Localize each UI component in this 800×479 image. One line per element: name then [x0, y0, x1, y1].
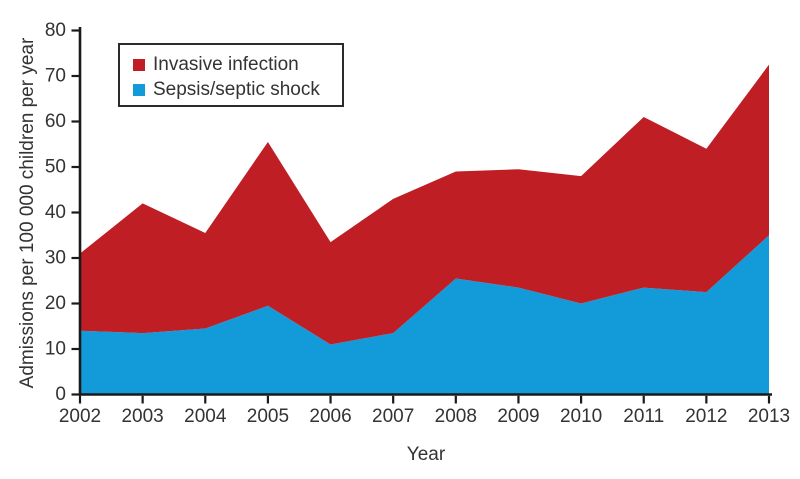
- y-axis-title: Admissions per 100 000 children per year: [17, 37, 38, 389]
- invasive-swatch-icon: [133, 58, 145, 71]
- y-tick-label: 60: [45, 111, 66, 132]
- x-axis-title: Year: [406, 444, 446, 465]
- legend-label-sepsis: Sepsis/septic shock: [153, 78, 320, 100]
- x-tick-label: 2007: [372, 406, 414, 427]
- x-tick-label: 2008: [435, 406, 477, 427]
- x-tick-label: 2010: [560, 406, 602, 427]
- sepsis-swatch-icon: [133, 83, 145, 96]
- y-tick-label: 10: [45, 339, 66, 360]
- x-tick-label: 2013: [748, 406, 790, 427]
- sepsis-area: [80, 235, 769, 395]
- y-tick-label: 50: [45, 157, 66, 178]
- x-tick-label: 2004: [184, 406, 227, 427]
- y-tick-label: 30: [45, 248, 66, 269]
- x-tick-label: 2011: [623, 406, 664, 427]
- y-tick-label: 40: [45, 202, 66, 223]
- y-tick-label: 80: [45, 20, 66, 41]
- legend-label-invasive: Invasive infection: [153, 53, 299, 75]
- x-tick-label: 2002: [59, 406, 101, 427]
- x-tick-label: 2006: [309, 406, 351, 427]
- y-tick-label: 20: [45, 293, 66, 314]
- y-tick-label: 70: [45, 66, 66, 87]
- legend: Invasive infection Sepsis/septic shock: [118, 43, 344, 107]
- x-tick-label: 2012: [685, 406, 727, 427]
- x-tick-label: 2005: [247, 406, 289, 427]
- x-tick-label: 2009: [497, 406, 539, 427]
- invasive-area: [80, 64, 769, 345]
- x-tick-label: 2003: [121, 406, 163, 427]
- legend-item-sepsis: Sepsis/septic shock: [133, 77, 342, 102]
- legend-item-invasive: Invasive infection: [133, 52, 342, 77]
- y-tick-label: 0: [55, 384, 66, 405]
